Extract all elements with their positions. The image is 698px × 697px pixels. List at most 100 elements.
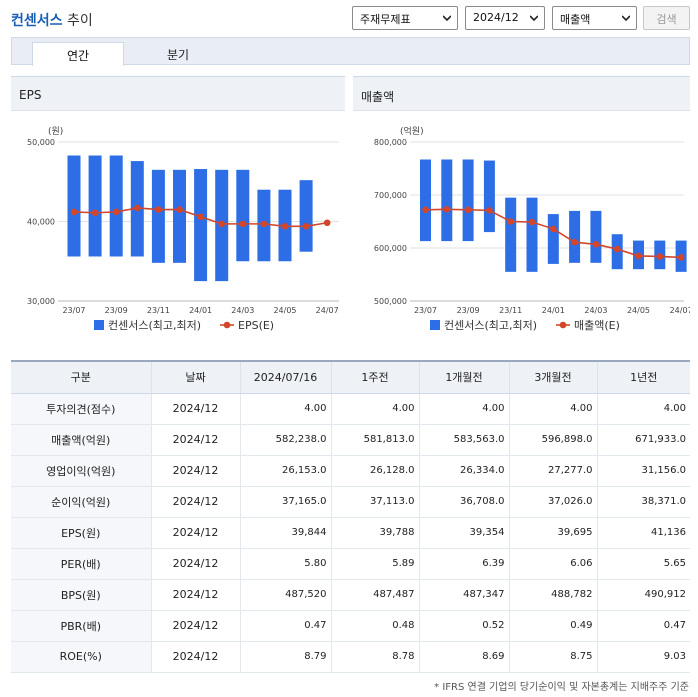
consensus-range-bar bbox=[441, 159, 453, 242]
estimate-point bbox=[592, 240, 600, 248]
cell-value: 6.06 bbox=[509, 548, 598, 580]
legend-label-consensus: 컨센서스(최고,최저) bbox=[108, 319, 201, 332]
cell-value: 0.48 bbox=[331, 610, 420, 642]
y-tick-label: 30,000 bbox=[27, 297, 55, 306]
row-label: 순이익(억원) bbox=[11, 486, 152, 518]
table-row: BPS(원) 2024/12 487,520 487,487 487,347 488,78… bbox=[11, 579, 690, 611]
legend-marker-estimate bbox=[559, 321, 567, 329]
row-date: 2024/12 bbox=[151, 641, 241, 673]
estimate-point bbox=[677, 254, 685, 261]
row-date: 2024/12 bbox=[151, 579, 241, 611]
cell-value: 31,156.0 bbox=[597, 455, 690, 487]
tab-quarterly[interactable]: 분기 bbox=[166, 48, 190, 62]
estimate-point bbox=[112, 208, 120, 216]
table-row: 영업이익(억원) 2024/12 26,153.0 26,128.0 26,334.0 2… bbox=[11, 455, 690, 487]
cell-value: 4.00 bbox=[597, 393, 690, 425]
table-row: 투자의견(점수) 2024/12 4.00 4.00 4.00 4.00 4.00 bbox=[11, 393, 690, 425]
cell-value: 39,788 bbox=[331, 517, 420, 549]
table-row: 순이익(억원) 2024/12 37,165.0 37,113.0 36,708.0 37… bbox=[11, 486, 690, 518]
row-date: 2024/12 bbox=[151, 610, 241, 642]
x-tick-label: 23/09 bbox=[105, 306, 128, 315]
row-label: BPS(원) bbox=[11, 579, 152, 611]
cell-value: 8.75 bbox=[509, 641, 598, 673]
estimate-point bbox=[422, 206, 429, 214]
y-tick-label: 50,000 bbox=[27, 138, 55, 147]
consensus-range-bar bbox=[547, 214, 559, 264]
cell-value: 8.79 bbox=[240, 641, 332, 673]
revenue-chart: (억원) 500,000 600,000 700,000 800,000 23/07 23/… bbox=[374, 125, 690, 332]
col-header-3m: 3개월전 bbox=[509, 361, 598, 394]
consensus-range-bar bbox=[420, 159, 431, 242]
x-tick-label: 23/11 bbox=[147, 306, 170, 315]
cell-value: 487,347 bbox=[419, 579, 510, 611]
metric-select[interactable]: 매출액 bbox=[552, 6, 637, 30]
search-button[interactable]: 검색 bbox=[643, 6, 690, 30]
cell-value: 41,136 bbox=[597, 517, 690, 549]
consensus-range-bar bbox=[483, 160, 495, 233]
consensus-range-bar bbox=[151, 169, 165, 263]
estimate-point bbox=[443, 206, 451, 213]
cell-value: 671,933.0 bbox=[597, 424, 690, 456]
period-tabs: 연간 분기 bbox=[11, 37, 690, 66]
x-tick-label: 23/07 bbox=[414, 306, 437, 315]
metric-value: 매출액 bbox=[560, 13, 591, 26]
row-date: 2024/12 bbox=[151, 424, 241, 456]
row-label: 투자의견(점수) bbox=[11, 393, 152, 425]
cell-value: 9.03 bbox=[597, 641, 690, 673]
x-tick-label: 24/01 bbox=[542, 306, 565, 315]
row-date: 2024/12 bbox=[151, 486, 241, 518]
period-select[interactable]: 2024/12 bbox=[465, 6, 545, 30]
consensus-range-bar bbox=[88, 155, 102, 257]
estimate-point bbox=[323, 219, 331, 227]
table-row: 매출액(억원) 2024/12 582,238.0 581,813.0 583,563.… bbox=[11, 424, 690, 456]
estimate-point bbox=[134, 204, 141, 212]
cell-value: 4.00 bbox=[509, 393, 598, 425]
statement-type-select[interactable]: 주재무제표 bbox=[352, 6, 458, 30]
y-unit-label: (원) bbox=[48, 126, 63, 137]
cell-value: 0.47 bbox=[597, 610, 690, 642]
col-header-category: 구분 bbox=[11, 361, 152, 394]
x-tick-label: 24/05 bbox=[627, 306, 650, 315]
consensus-range-bar bbox=[67, 155, 81, 257]
consensus-table: 구분 날짜 2024/07/16 1주전 1개월전 3개월전 1년전 투자의견(… bbox=[11, 360, 690, 673]
footnote: * IFRS 연결 기업의 당기순이익 및 자본총계는 지배주주 기준 bbox=[434, 682, 689, 693]
row-label: ROE(%) bbox=[11, 641, 152, 673]
legend-label-consensus: 컨센서스(최고,최저) bbox=[444, 319, 537, 332]
page-header: 컨센서스 추이 주재무제표 2024/12 매출액 검색 bbox=[0, 0, 698, 36]
cell-value: 0.52 bbox=[419, 610, 510, 642]
title-suffix: 추이 bbox=[66, 13, 93, 29]
consensus-range-bar bbox=[109, 155, 123, 257]
row-date: 2024/12 bbox=[151, 548, 241, 580]
eps-chart-title: EPS bbox=[11, 77, 345, 111]
row-label: 매출액(억원) bbox=[11, 424, 152, 456]
statement-type-value: 주재무제표 bbox=[360, 13, 411, 26]
row-date: 2024/12 bbox=[151, 517, 241, 549]
estimate-point bbox=[218, 220, 225, 228]
chevron-down-icon bbox=[530, 15, 538, 22]
table-row: PER(배) 2024/12 5.80 5.89 6.39 6.06 5.65 bbox=[11, 548, 690, 580]
consensus-range-bar bbox=[299, 180, 313, 252]
eps-chart: (원) 30,000 40,000 50,000 23/07 23/09 23/11 24/0… bbox=[27, 126, 339, 332]
cell-value: 37,026.0 bbox=[509, 486, 598, 518]
consensus-range-bar bbox=[526, 197, 538, 272]
consensus-range-bar bbox=[236, 169, 250, 262]
cell-value: 26,128.0 bbox=[331, 455, 420, 487]
estimate-point bbox=[91, 209, 99, 217]
x-tick-label: 24/01 bbox=[189, 306, 212, 315]
col-header-1w: 1주전 bbox=[331, 361, 420, 394]
chevron-down-icon bbox=[622, 15, 630, 22]
legend-swatch-consensus bbox=[94, 320, 104, 330]
y-tick-label: 700,000 bbox=[374, 191, 407, 200]
estimate-point bbox=[571, 238, 578, 246]
estimate-point bbox=[635, 252, 642, 260]
cell-value: 596,898.0 bbox=[509, 424, 598, 456]
tab-annual[interactable]: 연간 bbox=[32, 42, 124, 66]
y-tick-label: 800,000 bbox=[374, 138, 407, 147]
y-tick-label: 40,000 bbox=[27, 218, 55, 227]
row-date: 2024/12 bbox=[151, 455, 241, 487]
period-value: 2024/12 bbox=[473, 11, 519, 24]
cell-value: 581,813.0 bbox=[331, 424, 420, 456]
cell-value: 39,354 bbox=[419, 517, 510, 549]
estimate-point bbox=[656, 253, 664, 260]
revenue-chart-title: 매출액 bbox=[353, 77, 690, 111]
